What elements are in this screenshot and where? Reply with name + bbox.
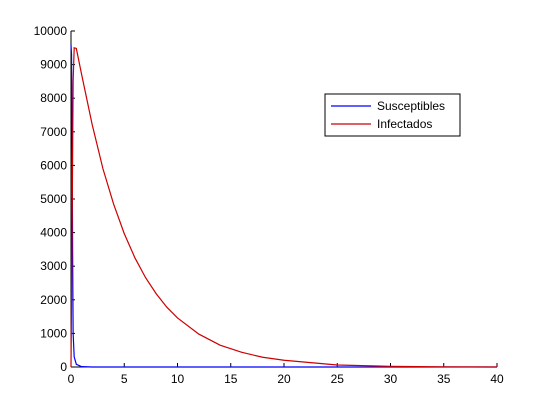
legend-label-infectados: Infectados [377,117,432,131]
y-tick-label: 4000 [40,226,67,240]
y-tick-label: 5000 [40,192,67,206]
tick-marks [70,30,498,368]
legend[interactable]: Susceptibles Infectados [324,93,461,137]
y-tick-label: 3000 [40,259,67,273]
y-tick-label: 1000 [40,326,67,340]
x-tick-labels: 0 5 10 15 20 25 30 35 40 [68,372,504,386]
y-tick-labels: 0 1000 2000 3000 4000 5000 6000 7000 8000 9000 100… [34,24,68,374]
y-tick-label: 8000 [40,91,67,105]
x-tick-label: 5 [121,372,128,386]
y-tick-label: 7000 [40,125,67,139]
x-tick-label: 20 [277,372,291,386]
x-tick-label: 0 [68,372,75,386]
series-line-susceptibles [70,44,497,368]
legend-label-susceptibles: Susceptibles [377,99,445,113]
x-tick-label: 15 [224,372,238,386]
x-tick-label: 10 [171,372,185,386]
series-line-infectados [70,46,498,368]
y-tick-label: 10000 [34,24,68,38]
legend-box [324,93,461,137]
x-tick-label: 25 [331,372,345,386]
y-tick-label: 0 [60,360,67,374]
y-tick-label: 9000 [40,58,67,72]
series-lines [70,44,498,368]
x-tick-label: 30 [384,372,398,386]
x-tick-label: 35 [437,372,451,386]
axes [70,31,497,368]
y-tick-label: 6000 [40,158,67,172]
y-tick-label: 2000 [40,293,67,307]
x-tick-label: 40 [490,372,504,386]
